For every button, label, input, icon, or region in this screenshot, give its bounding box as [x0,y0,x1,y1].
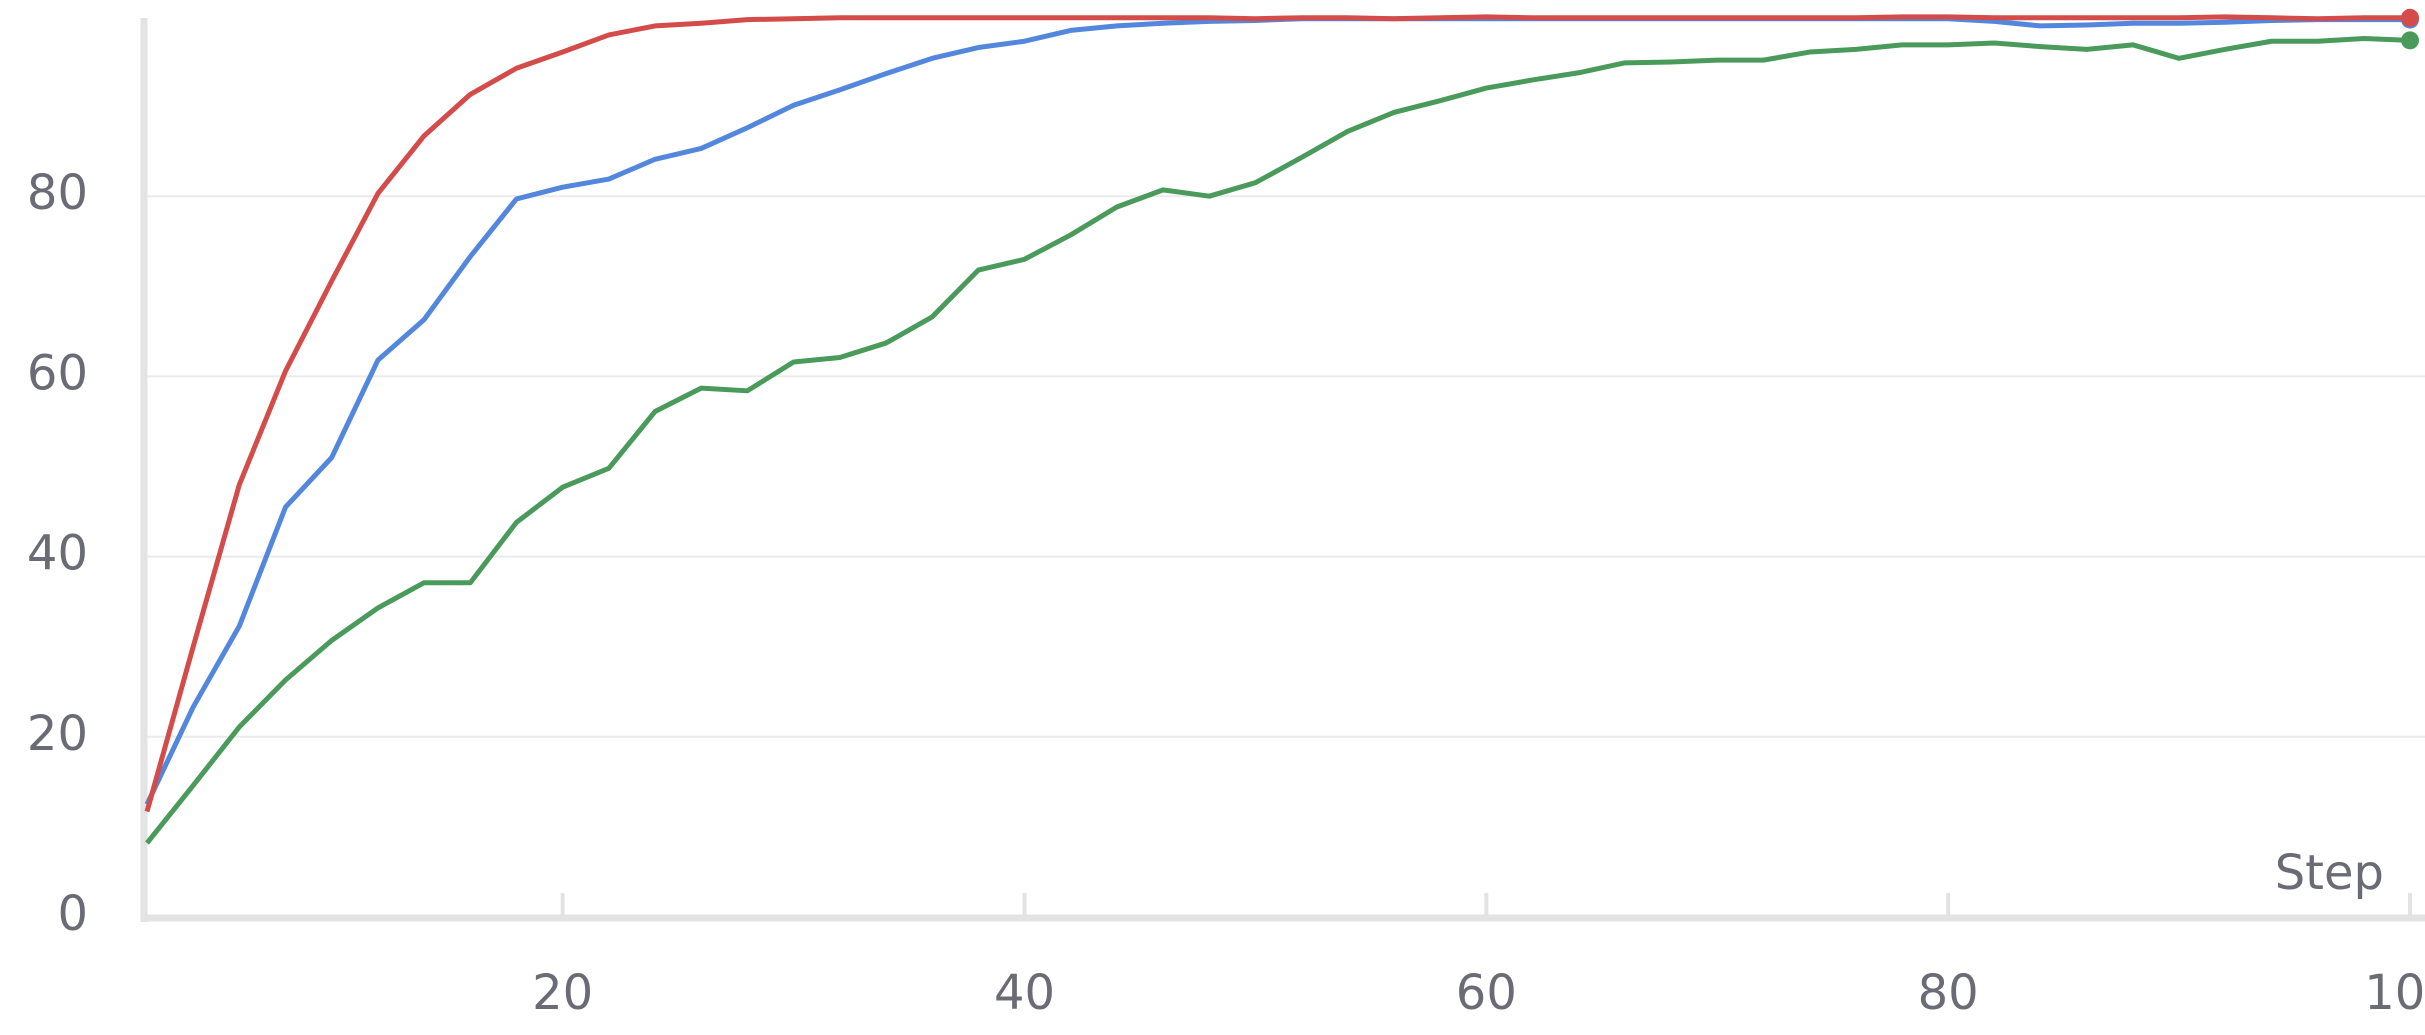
series-line [144,16,2410,806]
end-point [2401,31,2419,50]
x-tick-label: 20 [532,965,593,1021]
x-tick-label: 100 [2364,965,2425,1021]
end-point [2401,8,2419,27]
series-line [144,14,2410,813]
x-tick-label: 60 [1456,965,1517,1021]
y-tick-label: 20 [27,706,88,762]
y-tick-label: 40 [27,526,88,582]
x-axis-label: Step [2275,845,2384,901]
x-tick-label: 40 [994,965,1055,1021]
y-tick-label: 0 [57,886,88,942]
y-tick-label: 80 [27,165,88,221]
series-line [145,36,2411,845]
y-tick-label: 60 [27,345,88,401]
x-tick-label: 80 [1918,965,1979,1021]
